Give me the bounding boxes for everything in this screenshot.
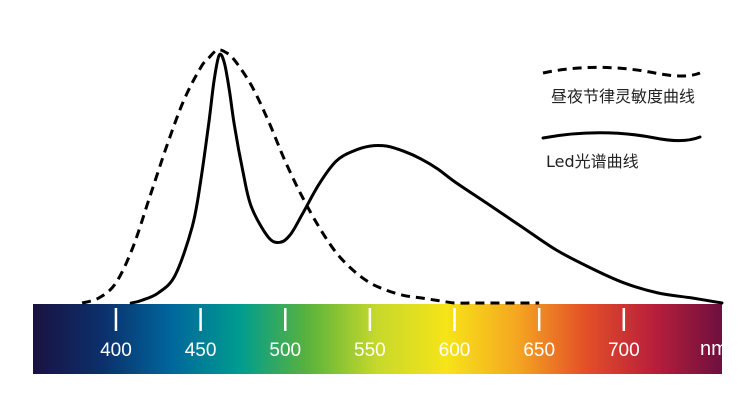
x-tick-label: 550 bbox=[354, 340, 386, 361]
circadian-sensitivity-curve bbox=[81, 48, 540, 305]
legend-label-led: Led光谱曲线 bbox=[546, 152, 639, 171]
spectrum-bar bbox=[33, 304, 722, 374]
x-tick-label: 400 bbox=[100, 340, 132, 361]
legend-swatch-dashed bbox=[542, 65, 701, 78]
legend: 昼夜节律灵敏度曲线 Led光谱曲线 bbox=[541, 65, 702, 171]
x-tick-label: 500 bbox=[269, 340, 301, 361]
curves bbox=[81, 48, 724, 305]
legend-label-circadian: 昼夜节律灵敏度曲线 bbox=[551, 87, 695, 106]
led-spectrum-curve bbox=[129, 52, 724, 305]
x-tick-label: 450 bbox=[185, 340, 217, 361]
x-tick-label: 700 bbox=[608, 340, 640, 361]
legend-swatch-solid bbox=[541, 131, 702, 142]
x-axis-unit-label: nm bbox=[700, 338, 728, 360]
x-tick-label: 600 bbox=[439, 340, 471, 361]
x-axis-ticks: 400 450 500 550 600 650 700 bbox=[100, 308, 640, 361]
x-tick-label: 650 bbox=[523, 340, 555, 361]
